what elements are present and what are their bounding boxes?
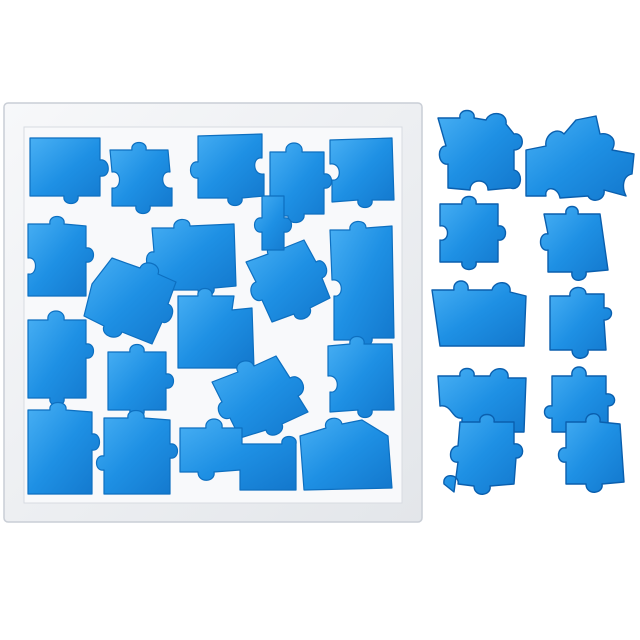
jigsaw-piece <box>539 205 609 281</box>
loose-pieces <box>431 109 635 495</box>
jigsaw-piece <box>329 137 395 209</box>
jigsaw-piece <box>177 287 255 369</box>
jigsaw-piece <box>439 195 507 271</box>
jigsaw-piece <box>27 215 95 297</box>
jigsaw-piece <box>299 417 393 491</box>
jigsaw-piece <box>437 109 523 191</box>
jigsaw-piece <box>557 413 625 493</box>
jigsaw-piece <box>253 195 293 251</box>
jigsaw-piece <box>327 335 395 419</box>
jigsaw-piece <box>95 409 179 495</box>
jigsaw-piece <box>549 286 613 359</box>
jigsaw-piece <box>27 310 95 407</box>
jigsaw-piece <box>189 133 265 207</box>
jigsaw-piece <box>179 418 297 491</box>
jigsaw-piece <box>211 355 309 439</box>
jigsaw-piece <box>83 257 177 345</box>
tray-pieces <box>27 133 395 495</box>
jigsaw-piece <box>107 343 175 419</box>
jigsaw-piece <box>329 220 395 348</box>
jigsaw-piece <box>269 142 333 224</box>
jigsaw-piece <box>525 115 635 201</box>
jigsaw-piece <box>431 280 527 347</box>
jigsaw-piece <box>29 137 109 205</box>
jigsaw-piece <box>109 141 173 215</box>
jigsaw-piece <box>27 401 101 495</box>
jigsaw-piece <box>443 413 524 495</box>
